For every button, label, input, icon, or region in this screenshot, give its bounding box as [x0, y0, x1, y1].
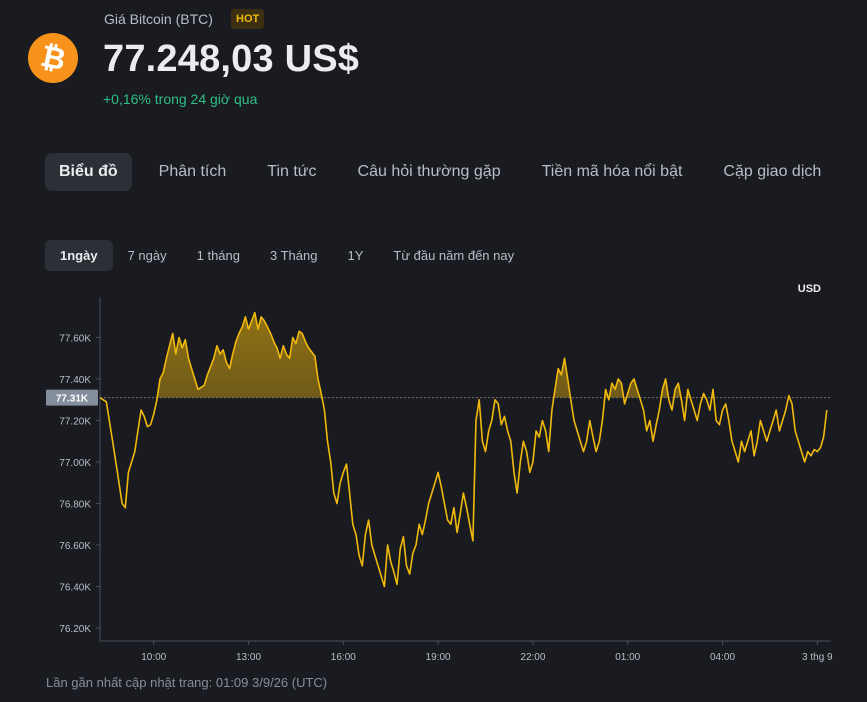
y-axis: 77.60K 77.40K 77.20K 77.00K 76.80K 76.60K 76.4… — [59, 297, 101, 641]
range-1-day[interactable]: 1ngày — [45, 240, 113, 271]
x-tick-label: 19:00 — [426, 652, 451, 663]
last-updated: Lần gần nhất cập nhật trang: 01:09 3/9/2… — [46, 675, 328, 690]
y-tick-label: 76.40K — [59, 583, 91, 594]
y-tick-label: 76.20K — [59, 624, 91, 635]
tab-chart[interactable]: Biểu đồ — [45, 153, 132, 191]
currency-label: USD — [798, 283, 821, 295]
hot-badge: HOT — [231, 9, 265, 29]
price-series-line — [99, 311, 828, 588]
y-tick-label: 77.40K — [59, 375, 91, 386]
baseline-label: 77.31K — [46, 389, 98, 406]
baseline-label-text: 77.31K — [56, 394, 89, 405]
range-1-year[interactable]: 1Y — [347, 248, 364, 263]
range-7-days[interactable]: 7 ngày — [127, 248, 167, 263]
tab-trading-pairs[interactable]: Cặp giao dịch — [723, 163, 822, 180]
y-tick-label: 76.60K — [59, 541, 91, 552]
time-range-selector: 1ngày 7 ngày 1 tháng 3 Tháng 1Y Từ đầu n… — [45, 240, 529, 271]
y-tick-label: 76.80K — [59, 500, 91, 511]
baseline-label-box — [46, 389, 98, 406]
x-tick-label: 01:00 — [615, 652, 640, 663]
y-tick-label: 77.60K — [59, 334, 91, 345]
range-3-months[interactable]: 3 Tháng — [270, 248, 318, 263]
x-tick-label: 13:00 — [236, 652, 261, 663]
range-ytd[interactable]: Từ đầu năm đến nay — [393, 248, 515, 263]
tab-faq[interactable]: Câu hỏi thường gặp — [357, 163, 501, 180]
bitcoin-logo-icon: ₿ — [28, 33, 78, 83]
x-axis: 10:00 13:00 16:00 19:00 22:00 01:00 04:00 3 thg… — [100, 640, 833, 663]
bitcoin-symbol: ₿ — [37, 38, 69, 78]
area-above-baseline — [157, 312, 790, 398]
tab-news[interactable]: Tin tức — [267, 163, 317, 180]
coin-name: Giá Bitcoin (BTC) — [104, 11, 213, 27]
section-tabs: Biểu đồ Phân tích Tin tức Câu hỏi thường… — [45, 153, 848, 191]
y-tick-label: 77.20K — [59, 417, 91, 428]
price-chart[interactable]: 77.60K 77.40K 77.20K 77.00K 76.80K 76.60K 76.4… — [0, 270, 867, 670]
range-1-month[interactable]: 1 tháng — [196, 248, 240, 263]
price-change-24h: +0,16% trong 24 giờ qua — [103, 91, 258, 107]
x-tick-label: 22:00 — [520, 652, 545, 663]
x-tick-label: 04:00 — [710, 652, 735, 663]
x-tick-label: 16:00 — [331, 652, 356, 663]
x-tick-label: 10:00 — [141, 652, 166, 663]
tab-analysis[interactable]: Phân tích — [158, 163, 227, 180]
current-price: 77.248,03 US$ — [103, 38, 360, 80]
tab-trending-crypto[interactable]: Tiền mã hóa nổi bật — [541, 163, 683, 180]
y-tick-label: 77.00K — [59, 458, 91, 469]
x-tick-label: 3 thg 9 — [802, 652, 833, 663]
